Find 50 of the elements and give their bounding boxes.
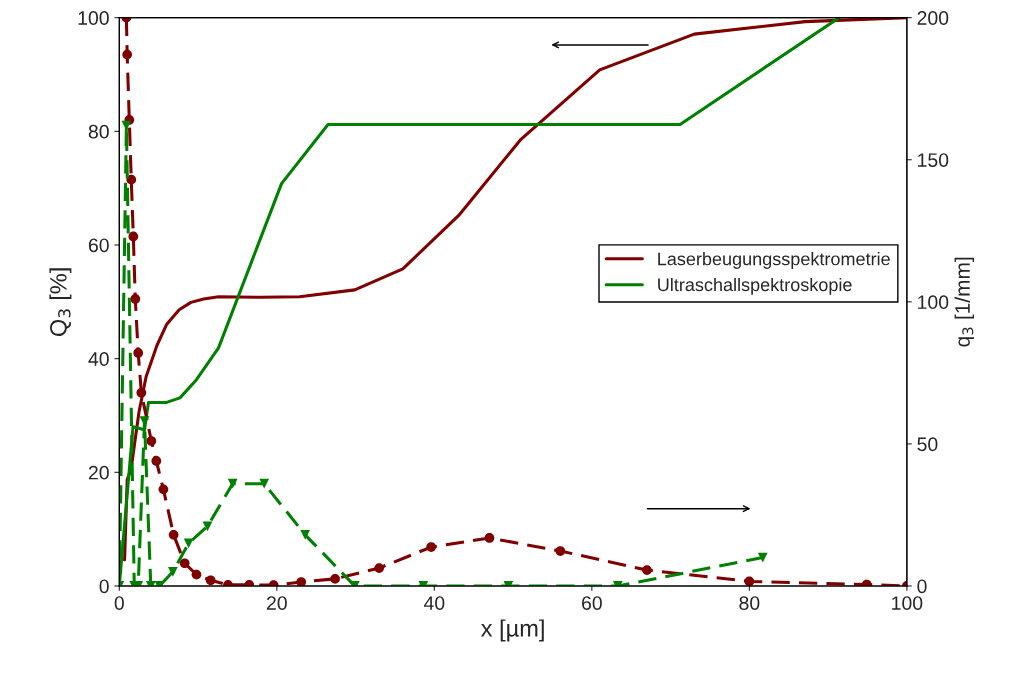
y2-tick-label: 150 — [918, 153, 949, 167]
y-tick-label: 80 — [88, 124, 109, 139]
y-axis-title: Q$_{3}$ [%] — [49, 268, 72, 336]
y2-tick-label: 0 — [917, 579, 927, 594]
y2-tick-label: 100 — [918, 295, 949, 310]
legend-label: Laserbeugungsspektrometrie — [658, 252, 890, 269]
point — [744, 576, 755, 586]
x-tick-label: 20 — [266, 596, 287, 610]
point — [183, 538, 194, 549]
point — [296, 577, 307, 586]
point — [146, 436, 157, 446]
x-tick-label: 40 — [423, 596, 445, 610]
point — [158, 484, 169, 495]
point — [426, 542, 437, 552]
x-tick-label: 0 — [114, 596, 124, 610]
point — [136, 387, 147, 398]
point — [191, 569, 202, 580]
x-tick-label: 80 — [739, 596, 760, 610]
point — [300, 529, 311, 540]
point — [168, 529, 179, 540]
point — [202, 521, 213, 532]
y2-tick-label: 200 — [917, 11, 949, 25]
point — [227, 478, 238, 489]
point — [179, 558, 190, 569]
point — [167, 566, 178, 577]
point — [259, 478, 270, 489]
point — [126, 174, 137, 185]
x-tick-label: 60 — [582, 596, 602, 610]
point — [130, 294, 141, 304]
point — [122, 49, 133, 60]
point — [205, 575, 216, 586]
y-tick-label: 40 — [88, 352, 109, 366]
point — [133, 348, 144, 358]
y-tick-label: 20 — [88, 465, 109, 480]
point — [757, 552, 768, 563]
y2-axis-title: q$_{3}$ [1/mm] — [954, 257, 974, 347]
x-tick-label: 100 — [892, 596, 923, 610]
y2-tick-label: 50 — [917, 437, 938, 452]
point — [374, 563, 385, 573]
point — [555, 546, 566, 556]
y-tick-label: 0 — [99, 579, 109, 594]
point — [128, 231, 139, 242]
point — [484, 533, 495, 543]
y-tick-label: 60 — [88, 238, 109, 253]
y-tick-label: 100 — [78, 11, 109, 25]
point — [642, 565, 652, 575]
point — [151, 456, 162, 466]
point — [330, 574, 340, 584]
legend-label: Ultraschallspektroskopie — [658, 277, 852, 295]
x-axis-title: x [µm] — [480, 619, 544, 642]
